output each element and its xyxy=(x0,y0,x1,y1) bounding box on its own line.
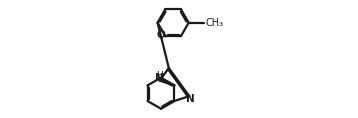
Text: CH₃: CH₃ xyxy=(205,18,224,28)
Text: N: N xyxy=(186,94,194,104)
Text: O: O xyxy=(157,30,166,40)
Text: N: N xyxy=(155,73,164,83)
Text: H: H xyxy=(156,71,163,80)
